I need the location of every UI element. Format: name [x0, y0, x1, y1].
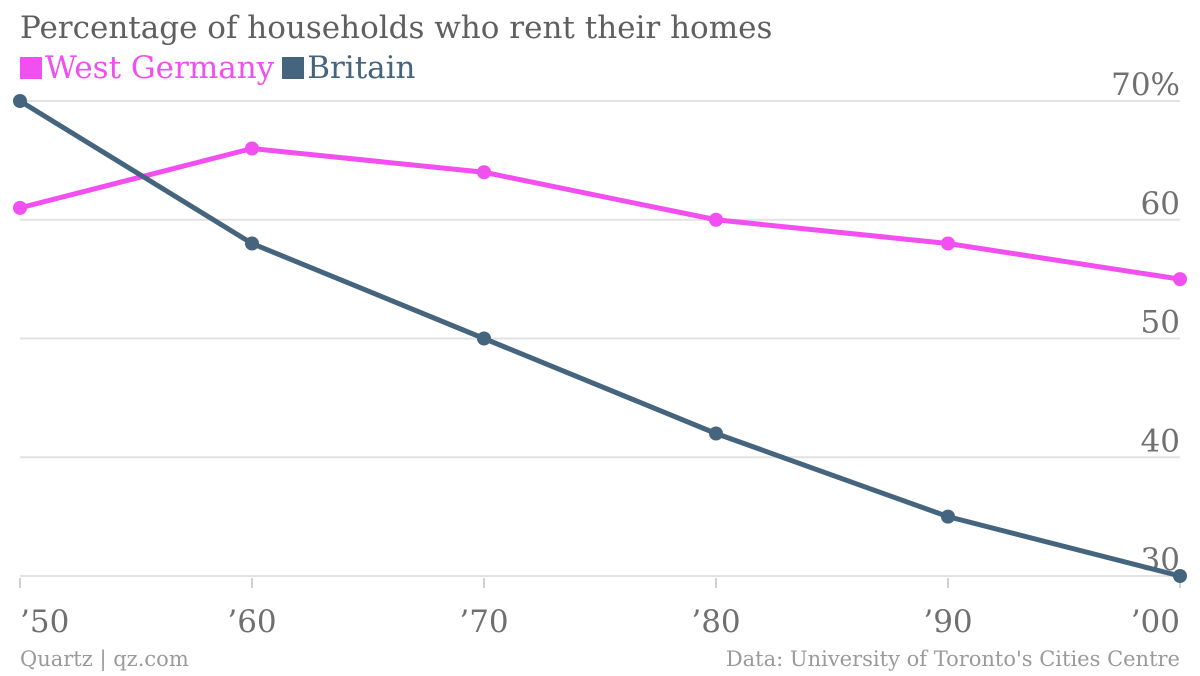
y-tick-label-70: 70%	[1111, 67, 1180, 103]
legend-item-west-germany: West Germany	[20, 50, 274, 86]
chart-title: Percentage of households who rent their …	[20, 10, 773, 46]
x-tick-label-0: ’50	[20, 604, 69, 640]
legend-label-west-germany: West Germany	[45, 50, 275, 86]
footer-credit: Quartz | qz.com	[20, 647, 189, 671]
data-point-britain-3	[709, 426, 723, 441]
legend-item-britain: Britain	[282, 50, 416, 86]
data-point-west-germany-5	[1173, 272, 1187, 287]
y-tick-label-60: 60	[1141, 186, 1180, 222]
data-point-west-germany-0	[13, 200, 27, 215]
series-line-west-germany	[17, 146, 1183, 282]
data-point-west-germany-3	[709, 212, 723, 227]
chart-legend: West Germany Britain	[20, 50, 424, 86]
x-tick-label-4: ’90	[923, 604, 972, 640]
y-tick-label-40: 40	[1141, 423, 1180, 459]
x-tick-label-3: ’80	[691, 604, 740, 640]
y-tick-label-50: 50	[1141, 305, 1180, 341]
legend-swatch-west-germany	[20, 57, 42, 79]
data-point-west-germany-4	[941, 236, 955, 251]
x-tick-label-5: ’00	[1131, 604, 1180, 640]
x-tick-label-1: ’60	[227, 604, 276, 640]
data-point-west-germany-2	[477, 165, 491, 180]
data-point-britain-4	[941, 509, 955, 524]
legend-swatch-britain	[282, 57, 305, 79]
data-point-britain-2	[477, 331, 491, 346]
series-line-britain	[17, 98, 1183, 579]
footer-source: Data: University of Toronto's Cities Cen…	[725, 647, 1180, 671]
data-point-west-germany-1	[245, 141, 259, 156]
data-point-britain-0	[13, 94, 27, 108]
data-point-britain-5	[1173, 569, 1187, 583]
legend-label-britain: Britain	[307, 50, 416, 86]
x-tick-label-2: ’70	[459, 604, 508, 640]
data-point-britain-1	[245, 236, 259, 251]
